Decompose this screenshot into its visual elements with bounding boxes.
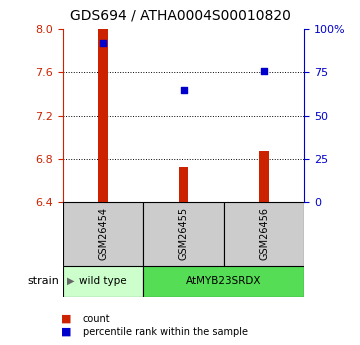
Bar xyxy=(98,29,108,202)
Text: ■: ■ xyxy=(61,314,72,324)
Point xyxy=(261,68,267,73)
Point xyxy=(181,87,186,92)
Bar xyxy=(224,202,304,266)
Text: wild type: wild type xyxy=(80,276,127,286)
Text: GDS694 / ATHA0004S00010820: GDS694 / ATHA0004S00010820 xyxy=(69,9,291,23)
Text: strain: strain xyxy=(27,276,59,286)
Text: ▶: ▶ xyxy=(67,276,74,286)
Text: ■: ■ xyxy=(61,327,72,337)
Text: GSM26454: GSM26454 xyxy=(98,207,108,260)
Bar xyxy=(143,266,304,297)
Text: AtMYB23SRDX: AtMYB23SRDX xyxy=(186,276,262,286)
Text: count: count xyxy=(83,314,111,324)
Bar xyxy=(259,151,269,202)
Bar xyxy=(63,266,143,297)
Bar xyxy=(63,202,143,266)
Text: GSM26456: GSM26456 xyxy=(259,207,269,260)
Bar xyxy=(179,167,188,202)
Text: percentile rank within the sample: percentile rank within the sample xyxy=(83,327,248,337)
Point xyxy=(100,40,106,46)
Bar xyxy=(143,202,224,266)
Text: GSM26455: GSM26455 xyxy=(179,207,189,260)
